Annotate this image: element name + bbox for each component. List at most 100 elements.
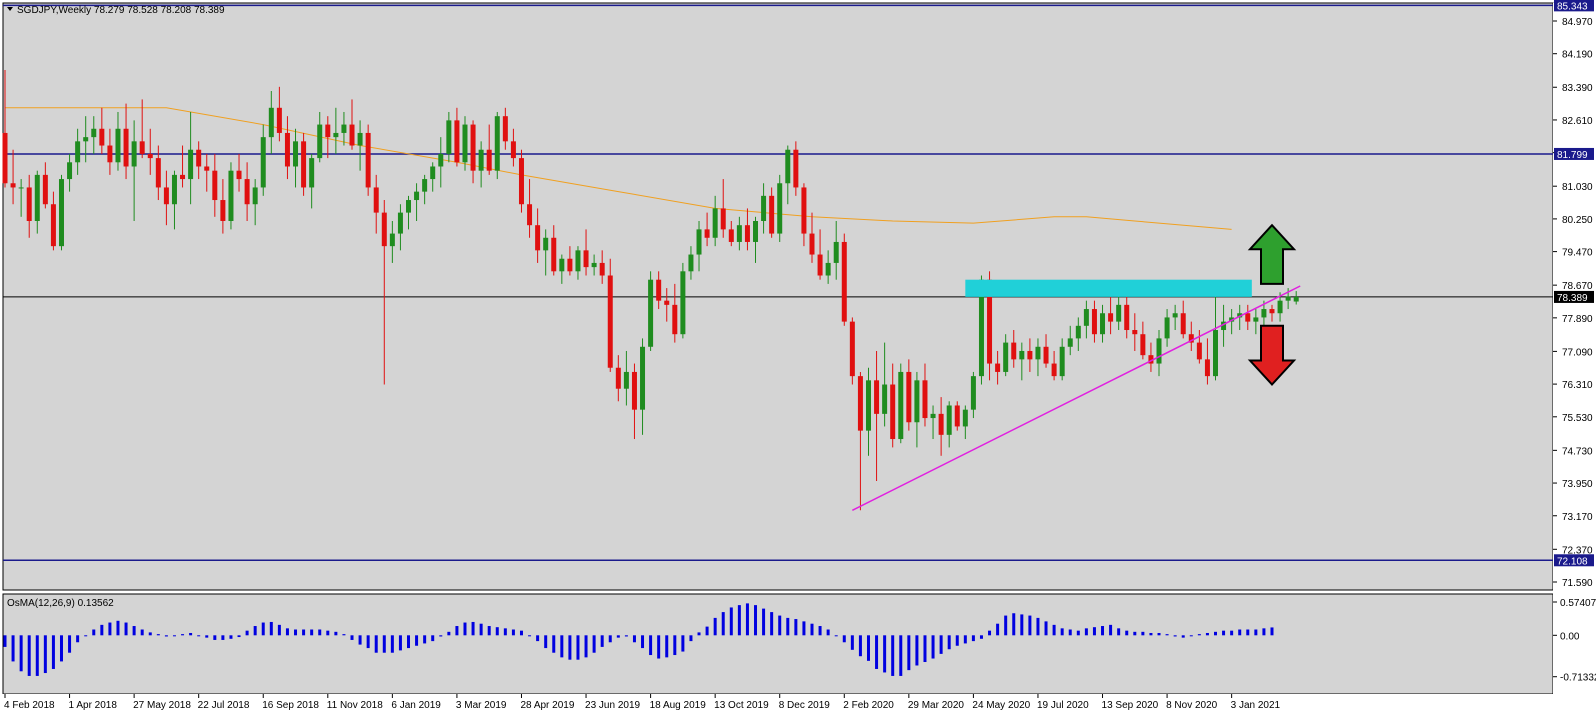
candle-body <box>1003 342 1009 372</box>
osma-bar <box>955 635 959 646</box>
candle-body <box>906 371 912 423</box>
candle-body <box>1075 325 1081 339</box>
x-tick-label: 18 Aug 2019 <box>650 700 707 711</box>
candle-body <box>486 149 492 171</box>
candle-bull <box>1100 304 1106 343</box>
candle-body <box>648 279 654 347</box>
candle-bear <box>1051 350 1057 381</box>
candle-bear <box>954 401 960 431</box>
candle-body <box>930 413 936 419</box>
candle-bull <box>268 91 274 154</box>
candle-bull <box>357 120 363 171</box>
x-tick-label: 28 Apr 2019 <box>520 700 574 711</box>
candle-bull <box>930 405 936 440</box>
candle-body <box>1108 313 1114 322</box>
candle-body <box>898 371 904 440</box>
candle-body <box>188 149 194 180</box>
candle-bull <box>333 107 339 154</box>
candle-body <box>1164 317 1170 339</box>
candle-bear <box>365 124 371 196</box>
candle-body <box>922 380 928 419</box>
candle-body <box>769 195 775 234</box>
candle-body <box>99 128 105 146</box>
candle-bull <box>252 179 258 226</box>
osma-bar <box>721 612 725 636</box>
candle-bull <box>83 116 89 163</box>
candle-body <box>801 187 807 234</box>
candle-body <box>91 128 97 138</box>
candle-bear <box>10 149 16 205</box>
candle-bull <box>1164 309 1170 347</box>
level-price-label: 85.343 <box>1557 1 1588 12</box>
candle-body <box>268 107 274 138</box>
price-scale <box>1553 3 1596 694</box>
osma-bar <box>1117 628 1121 636</box>
candle-body <box>50 204 56 247</box>
candle-bear <box>2 70 8 188</box>
candle-body <box>406 200 411 213</box>
osma-bar <box>745 603 749 636</box>
y-tick-label: 79.470 <box>1562 248 1593 259</box>
candle-body <box>1059 346 1065 377</box>
candle-bull <box>228 162 234 230</box>
candle-body <box>204 166 210 171</box>
candle-body <box>325 124 331 138</box>
x-tick-label: 4 Feb 2018 <box>4 700 55 711</box>
osma-bar <box>657 635 661 659</box>
candle-bear <box>631 363 637 440</box>
symbol-dropdown-icon[interactable] <box>7 7 13 11</box>
candle-body <box>1043 346 1049 364</box>
candle-bull <box>914 371 920 448</box>
y-tick-label: 77.090 <box>1562 347 1593 358</box>
candle-bear <box>583 229 589 276</box>
candle-bull <box>430 162 436 192</box>
y-tick-label: 84.190 <box>1562 50 1593 61</box>
osma-bar <box>608 635 612 643</box>
candle-bull <box>1221 304 1227 347</box>
candle-body <box>341 124 347 133</box>
candle-bear <box>301 132 307 196</box>
candle-bull <box>1019 342 1025 381</box>
candle-bull <box>171 170 177 230</box>
candle-body <box>1180 313 1186 335</box>
osma-bar <box>1230 630 1234 636</box>
candle-body <box>995 363 1001 372</box>
candle-body <box>510 141 516 159</box>
candle-body <box>688 254 694 272</box>
candle-bear <box>1180 300 1186 339</box>
candle-body <box>123 128 129 167</box>
candle-bull <box>543 229 549 276</box>
osma-bar <box>197 635 201 637</box>
candle-body <box>1027 350 1033 360</box>
candle-bull <box>559 254 565 284</box>
candle-bull <box>898 363 904 444</box>
candle-bear <box>1132 313 1138 351</box>
osma-bar <box>996 623 1000 636</box>
osma-bar <box>1060 628 1064 636</box>
candle-body <box>155 158 161 188</box>
arrow-up-icon <box>1247 223 1297 285</box>
candle-body <box>1083 309 1089 326</box>
osma-bar <box>511 629 515 636</box>
osma-bar <box>1020 614 1024 636</box>
osma-tick-label: 0.00 <box>1560 631 1580 642</box>
candle-bear <box>849 317 855 385</box>
osma-bar <box>931 635 935 659</box>
osma-bar <box>1181 635 1185 638</box>
candle-bull <box>494 111 500 180</box>
candle-body <box>736 225 742 242</box>
candle-body <box>1221 321 1227 331</box>
osma-bar <box>277 624 281 636</box>
x-tick-label: 2 Feb 2020 <box>843 700 894 711</box>
candle-body <box>1116 304 1122 322</box>
candle-bull <box>188 111 194 205</box>
level-price-label: 72.108 <box>1557 556 1588 567</box>
osma-bar <box>326 630 330 636</box>
candle-bear <box>1124 296 1130 339</box>
candle-body <box>656 279 662 301</box>
candle-bear <box>139 99 145 159</box>
candle-bear <box>1245 304 1251 331</box>
osma-bar <box>431 635 435 642</box>
candle-body <box>1019 350 1025 360</box>
